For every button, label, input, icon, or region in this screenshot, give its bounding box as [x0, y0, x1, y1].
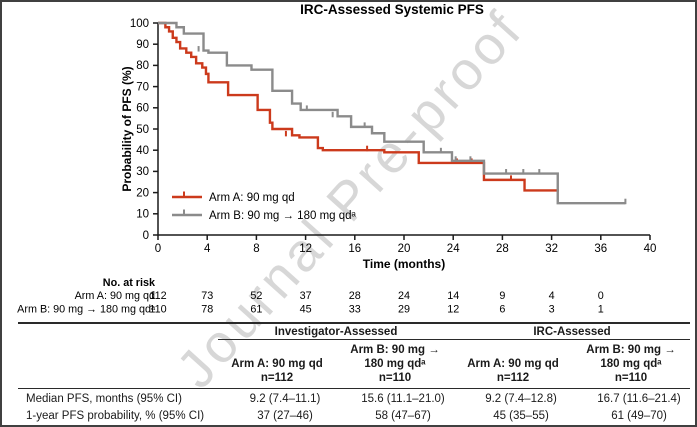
summary-group-row: Investigator-Assessed IRC-Assessed [18, 322, 690, 340]
risk-value: 78 [201, 304, 213, 316]
1yr-pfs-irc-arm-a: 45 (35–55) [493, 410, 549, 422]
x-tick-label: 28 [496, 243, 509, 255]
risk-value: 28 [349, 290, 361, 302]
x-tick-label: 24 [447, 243, 460, 255]
y-tick-label: 100 [130, 18, 149, 30]
legend: Arm A: 90 mg qd Arm B: 90 mg → 180 mg qd… [172, 191, 357, 222]
table-row: Median PFS, months (95% CI) 9.2 (7.4–11.… [18, 391, 690, 408]
x-tick-label: 32 [545, 243, 558, 255]
x-tick-label: 4 [204, 243, 211, 255]
legend-label-arm-a: Arm A: 90 mg qd [209, 192, 295, 204]
x-tick-label: 8 [253, 243, 259, 255]
1yr-pfs-inv-arm-a: 37 (27–46) [257, 410, 313, 422]
risk-value: 45 [300, 304, 312, 316]
risk-value: 1 [598, 304, 604, 316]
risk-row-label: Arm A: 90 mg qd [75, 290, 155, 302]
summary-table: Investigator-Assessed IRC-Assessed Arm A… [18, 322, 690, 427]
summary-group-irc: IRC-Assessed [454, 324, 690, 340]
x-tick-label: 0 [155, 243, 161, 255]
median-pfs-inv-arm-b: 15.6 (11.1–21.0) [361, 393, 445, 405]
y-tick-label: 80 [136, 60, 149, 72]
y-tick-label: 20 [136, 187, 149, 199]
row-label-median-pfs: Median PFS, months (95% CI) [26, 393, 182, 405]
risk-value: 6 [499, 304, 505, 316]
risk-value: 37 [300, 290, 312, 302]
x-tick-label: 36 [594, 243, 607, 255]
risk-value: 110 [149, 304, 166, 316]
summary-column-header-row: Arm A: 90 mg qd n=112 Arm B: 90 mg → 180… [18, 340, 690, 388]
y-tick-label: 50 [136, 124, 149, 136]
y-tick-label: 70 [136, 81, 149, 93]
y-tick-label: 30 [136, 166, 149, 178]
summary-col-header-irc-arm-a: Arm A: 90 mg qd n=112 [467, 358, 559, 384]
x-tick-label: 12 [299, 243, 312, 255]
risk-value: 9 [499, 290, 505, 302]
chart-layer: 0 4 8 12 16 20 24 28 32 36 40010203040506070809010… [17, 18, 656, 316]
median-pfs-irc-arm-b: 16.7 (11.6–21.4) [597, 393, 681, 405]
km-chart: IRC-Assessed Systemic PFS Probability of… [17, 2, 656, 316]
x-axis-label: Time (months) [363, 257, 445, 271]
y-tick-label: 0 [143, 230, 149, 242]
y-tick-label: 60 [136, 103, 149, 115]
risk-value: 3 [549, 304, 555, 316]
table-row: 1-year PFS probability, % (95% CI) 37 (2… [18, 408, 690, 425]
risk-value: 33 [349, 304, 361, 316]
1yr-pfs-inv-arm-b: 58 (47–67) [375, 410, 431, 422]
median-pfs-inv-arm-a: 9.2 (7.4–11.1) [249, 393, 321, 405]
risk-value: 52 [250, 290, 262, 302]
summary-col-header-inv-arm-a: Arm A: 90 mg qd n=112 [231, 358, 323, 384]
median-pfs-irc-arm-a: 9.2 (7.4–12.8) [485, 393, 557, 405]
chart-title: IRC-Assessed Systemic PFS [300, 2, 484, 17]
risk-value: 24 [398, 290, 410, 302]
risk-value: 12 [447, 304, 459, 316]
risk-value: 0 [598, 290, 604, 302]
risk-value: 29 [398, 304, 410, 316]
y-tick-label: 90 [136, 39, 149, 51]
km-curve [158, 21, 626, 205]
summary-group-investigator: Investigator-Assessed [218, 324, 454, 340]
x-tick-label: 40 [644, 243, 657, 255]
risk-table-header: No. at risk [103, 277, 156, 289]
row-label-1yr-pfs: 1-year PFS probability, % (95% CI) [26, 410, 205, 422]
1yr-pfs-irc-arm-b: 61 (49–70) [611, 410, 667, 422]
risk-value: 4 [549, 290, 555, 302]
risk-value: 73 [201, 290, 213, 302]
legend-label-arm-b: Arm B: 90 mg → 180 mg qdᵃ [209, 210, 357, 222]
km-curve [158, 21, 559, 192]
risk-value: 61 [250, 304, 262, 316]
risk-value: 112 [149, 290, 166, 302]
y-tick-label: 40 [136, 145, 149, 157]
y-tick-label: 10 [136, 209, 149, 221]
risk-row-label: Arm B: 90 mg → 180 mg qdᵃ [17, 304, 156, 316]
y-axis-label: Probability of PFS (%) [120, 66, 134, 191]
risk-value: 14 [447, 290, 459, 302]
x-tick-label: 20 [398, 243, 411, 255]
summary-group-spacer [18, 324, 218, 340]
summary-col-header-inv-arm-b: Arm B: 90 mg → 180 mg qdᵃ n=110 [350, 344, 440, 384]
summary-table-body: Median PFS, months (95% CI) 9.2 (7.4–11.… [18, 388, 690, 427]
summary-col-header-irc-arm-b: Arm B: 90 mg → 180 mg qdᵃ n=110 [586, 344, 676, 384]
x-tick-label: 16 [348, 243, 361, 255]
